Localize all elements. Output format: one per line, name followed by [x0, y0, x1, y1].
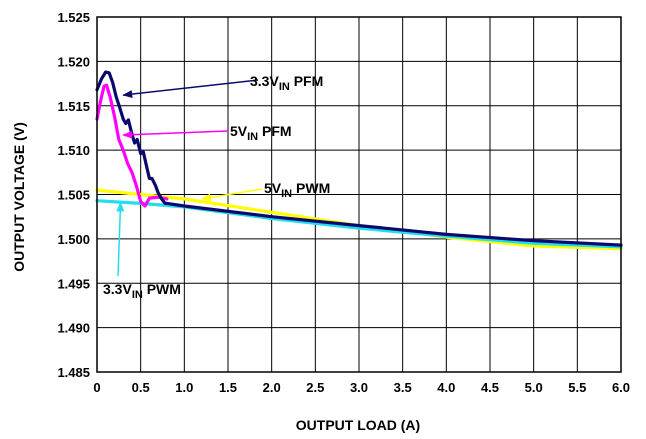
y-tick-labels: 1.485 1.490 1.495 1.500 1.505 1.510 1.515 1.520…: [57, 10, 90, 380]
series-line-2: [95, 188, 623, 251]
series-line-0: [95, 70, 623, 247]
x-tick-label: 4.5: [481, 380, 499, 395]
y-tick-label: 1.505: [57, 188, 90, 203]
annotation-arrow: [116, 201, 125, 277]
y-tick-label: 1.525: [57, 10, 90, 25]
x-tick-label: 0.5: [132, 380, 150, 395]
x-axis-label: OUTPUT LOAD (A): [296, 417, 420, 433]
annotations: 3.3VIN PFM 5VIN PFM 5VIN PWM 3.3VIN PWM: [103, 73, 330, 301]
y-tick-label: 1.495: [57, 276, 90, 291]
x-tick-label: 5.0: [525, 380, 543, 395]
y-axis-label: OUTPUT VOLTAGE (V): [11, 122, 27, 272]
y-tick-label: 1.510: [57, 143, 90, 158]
x-tick-label: 5.5: [568, 380, 586, 395]
x-tick-label: 3.0: [350, 380, 368, 395]
annotation-label: 5VIN PWM: [264, 180, 330, 200]
plot-frame: [96, 16, 622, 373]
y-tick-label: 1.515: [57, 99, 90, 114]
y-tick-label: 1.520: [57, 54, 90, 69]
x-tick-label: 1.0: [175, 380, 193, 395]
series-line-1: [95, 83, 169, 208]
grid: [96, 16, 622, 373]
annotation-label: 5VIN PFM: [230, 123, 292, 143]
annotation-arrow: [122, 79, 259, 99]
x-tick-label: 6.0: [612, 380, 630, 395]
series-line-3: [95, 199, 623, 249]
y-tick-label: 1.485: [57, 365, 90, 380]
y-tick-label: 1.500: [57, 232, 90, 247]
annotation-arrow: [122, 130, 229, 139]
annotation-arrow: [200, 188, 263, 202]
annotation-label: 3.3VIN PWM: [103, 281, 181, 301]
x-tick-label: 1.5: [219, 380, 237, 395]
x-tick-label: 2.5: [306, 380, 324, 395]
x-tick-label: 2.0: [263, 380, 281, 395]
x-tick-label: 4.0: [437, 380, 455, 395]
x-tick-label: 0: [93, 380, 100, 395]
annotation-label: 3.3VIN PFM: [250, 73, 323, 93]
y-tick-label: 1.490: [57, 321, 90, 336]
x-tick-label: 3.5: [394, 380, 412, 395]
series-layer: [95, 70, 623, 251]
x-tick-labels: 0 0.5 1.0 1.5 2.0 2.5 3.0 3.5 4.0 4.5 5.0 5.5 6.0: [93, 380, 630, 395]
